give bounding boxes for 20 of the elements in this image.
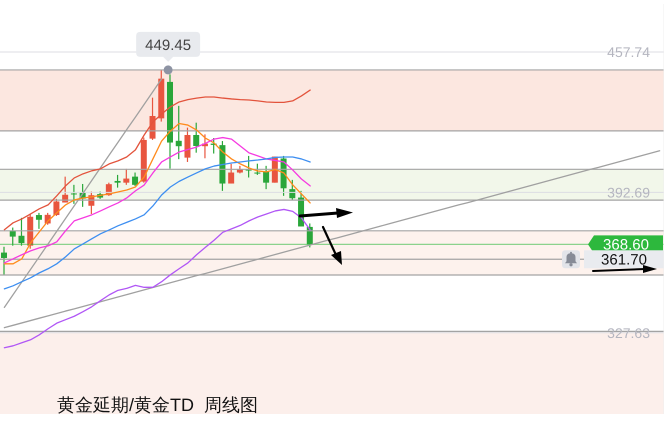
- candlestick: [176, 105, 182, 160]
- ref-line-label: 368.60: [603, 236, 649, 254]
- y-tick-label: 457.74: [607, 44, 650, 60]
- ref-line-label: 361.70: [601, 251, 647, 268]
- candlestick: [70, 184, 77, 204]
- candlestick: [184, 127, 190, 163]
- annotation: 449.45: [145, 36, 192, 54]
- candlestick: [18, 217, 24, 246]
- candlestick: [228, 163, 234, 184]
- candlestick: [193, 122, 200, 154]
- line-series: [4, 156, 311, 290]
- candlestick: [1, 246, 7, 276]
- candlestick: [123, 168, 130, 186]
- candlestick: [36, 212, 42, 230]
- text: 黄金延期/黄金TD 周线图: [57, 394, 258, 417]
- candlestick: [132, 172, 138, 187]
- candlestick: [263, 165, 270, 190]
- y-tick-label: 392.69: [607, 184, 650, 200]
- line-series: [4, 150, 660, 328]
- candlestick: [254, 163, 260, 176]
